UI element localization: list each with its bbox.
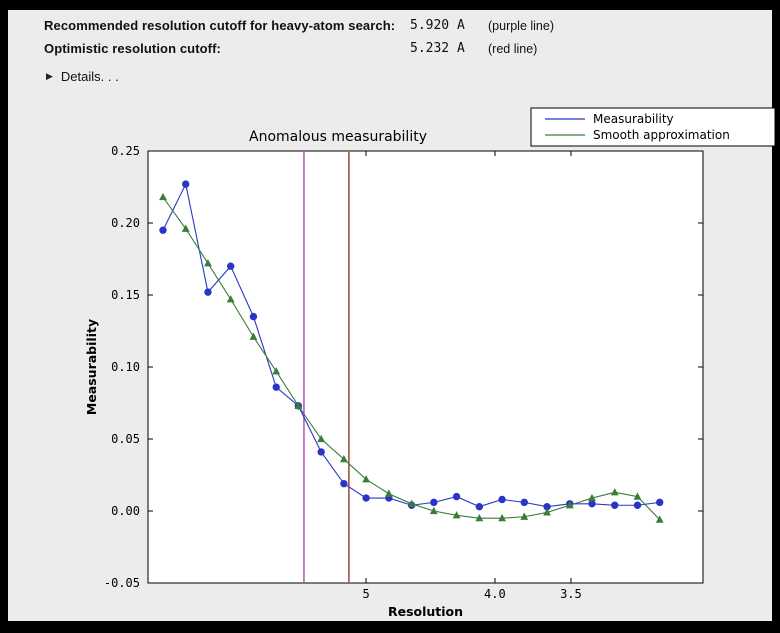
y-tick-label: 0.15 — [111, 288, 140, 302]
series-smooth-approximation — [159, 192, 664, 523]
recommended-cutoff-note: (purple line) — [488, 19, 555, 33]
recommended-cutoff-value: 5.920 A — [410, 18, 465, 33]
plot-area — [147, 150, 704, 584]
y-tick-label: 0.20 — [111, 216, 140, 230]
legend-label: Smooth approximation — [593, 128, 730, 142]
x-tick-label: 5 — [362, 587, 369, 601]
y-tick-label: 0.00 — [111, 504, 140, 518]
chart-legend: Measurability Smooth approximation — [530, 107, 776, 147]
disclosure-triangle-icon: ▶ — [46, 70, 53, 81]
details-toggle[interactable]: ▶ Details. . . — [46, 67, 119, 85]
details-label: Details. . . — [60, 68, 119, 84]
legend-label: Measurability — [593, 112, 674, 126]
y-tick-label: 0.25 — [111, 144, 140, 158]
y-tick-label: 0.05 — [111, 432, 140, 446]
optimistic-cutoff-label: Optimistic resolution cutoff: — [44, 41, 221, 56]
anomalous-measurability-chart: 0.25 0.20 0.15 0.10 0.05 0.00 -0.05 5 4.0 3.5 Anom… — [84, 107, 776, 619]
app-window: Recommended resolution cutoff for heavy-… — [8, 10, 776, 621]
optimistic-cutoff-note: (red line) — [488, 42, 538, 56]
y-axis-label: Measurability — [84, 319, 99, 415]
x-tick-label: 3.5 — [560, 587, 582, 601]
series-measurability — [159, 180, 664, 511]
y-tick-label: -0.05 — [104, 576, 140, 590]
optimistic-cutoff-row: Optimistic resolution cutoff: 5.232 A (r… — [44, 41, 764, 59]
recommended-cutoff-row: Recommended resolution cutoff for heavy-… — [44, 18, 764, 36]
y-tick-label: 0.10 — [111, 360, 140, 374]
optimistic-cutoff-value: 5.232 A — [410, 41, 465, 56]
x-tick-label: 4.0 — [484, 587, 506, 601]
chart-title: Anomalous measurability — [249, 129, 427, 145]
x-axis-label: Resolution — [388, 604, 463, 619]
recommended-cutoff-label: Recommended resolution cutoff for heavy-… — [44, 18, 396, 33]
